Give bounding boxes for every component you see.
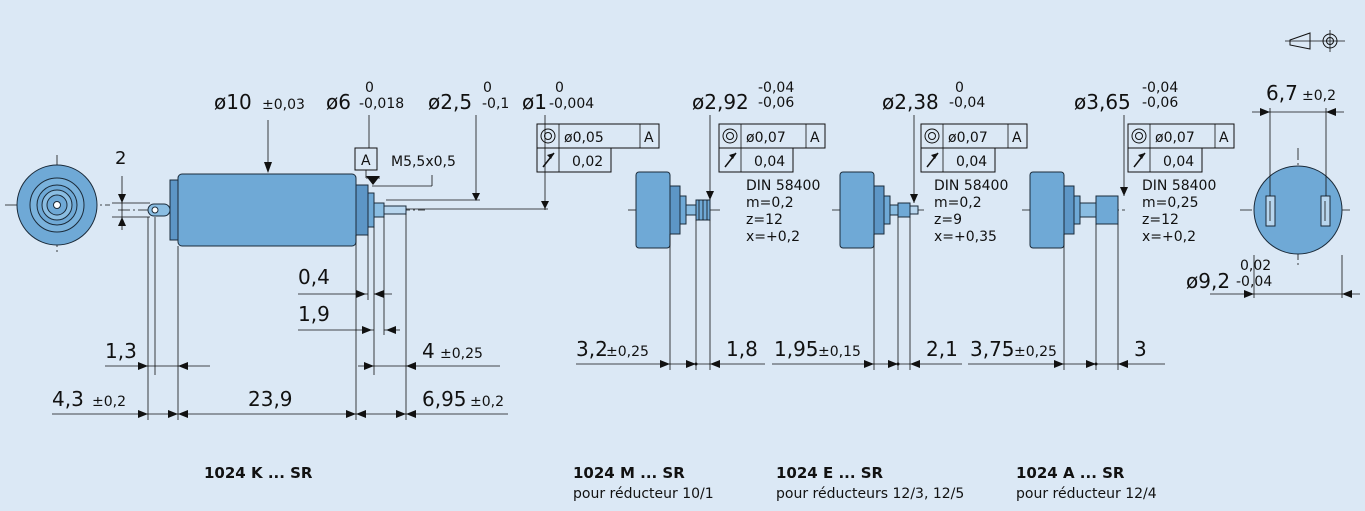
- m-gear-3: x=+0,2: [746, 229, 800, 245]
- motor-a-side-view: [1022, 171, 1125, 249]
- e-dia-lo: -0,04: [949, 95, 985, 111]
- fcf-motor-k: [536, 123, 660, 173]
- dim-2-label: 2: [115, 148, 126, 169]
- fcf-a-val: ø0,07: [1155, 130, 1195, 146]
- m-dia-up: -0,04: [758, 80, 794, 96]
- dim-13-label: 1,3: [105, 339, 137, 363]
- fcf-e-val: ø0,07: [948, 130, 988, 146]
- a-gear-3: x=+0,2: [1142, 229, 1196, 245]
- dim-239-label: 23,9: [248, 387, 293, 411]
- dim-695-label: 6,95: [422, 387, 467, 411]
- dim-43-label: 4,3: [52, 387, 84, 411]
- e-gear-1: m=0,2: [934, 195, 982, 211]
- e-dim-a-tol: ±0,15: [818, 344, 861, 360]
- rear-dia-lo: -0,04: [1236, 274, 1272, 290]
- dim-d6-up: 0: [365, 80, 374, 96]
- e-gear-2: z=9: [934, 212, 962, 228]
- rear-dia-label: ø9,2: [1186, 269, 1230, 293]
- a-dia-lo: -0,06: [1142, 95, 1178, 111]
- rear-width-tol: ±0,2: [1302, 88, 1336, 104]
- fcf-m-val2: 0,04: [754, 154, 785, 170]
- dim-04-label: 0,4: [298, 265, 330, 289]
- dim-d10-tol: ±0,03: [262, 97, 305, 113]
- dim-d6-lo: -0,018: [359, 96, 404, 112]
- m-dia-lo: -0,06: [758, 95, 794, 111]
- dim-d10-label: ø10: [214, 90, 252, 114]
- front-end-view: [5, 155, 110, 255]
- datum-a-label: A: [361, 153, 371, 169]
- motor-m-model: 1024 M ... SR: [573, 464, 685, 482]
- fcf-motor-a: [1127, 123, 1235, 173]
- motor-m-side-view: [628, 171, 722, 249]
- dim-d6-label: ø6: [326, 90, 351, 114]
- dim-4-label: 4: [422, 339, 435, 363]
- fcf-m-val: ø0,07: [746, 130, 786, 146]
- dim-d25-lo: -0,1: [482, 96, 509, 112]
- a-dia-up: -0,04: [1142, 80, 1178, 96]
- a-gear-0: DIN 58400: [1142, 178, 1216, 194]
- motor-m-subtitle: pour réducteur 10/1: [573, 486, 714, 502]
- a-dim-a-tol: ±0,25: [1014, 344, 1057, 360]
- dim-695-tol: ±0,2: [470, 394, 504, 410]
- fcf-m-ref: A: [810, 130, 820, 146]
- fcf-a-val2: 0,04: [1163, 154, 1194, 170]
- e-dia-up: 0: [955, 80, 964, 96]
- fcf-e-ref: A: [1012, 130, 1022, 146]
- dim-43-tol: ±0,2: [92, 394, 126, 410]
- fcf-e-val2: 0,04: [956, 154, 987, 170]
- svg-text:ø10: ø10: [214, 90, 252, 114]
- e-gear-0: DIN 58400: [934, 178, 1008, 194]
- motor-k-model: 1024 K ... SR: [204, 464, 313, 482]
- e-gear-3: x=+0,35: [934, 229, 997, 245]
- a-dim-a: 3,75: [970, 337, 1015, 361]
- m-dim-b: 1,8: [726, 337, 758, 361]
- dim-d25-label: ø2,5: [428, 90, 472, 114]
- dim-19-label: 1,9: [298, 302, 330, 326]
- m-gear-2: z=12: [746, 212, 783, 228]
- a-gear-1: m=0,25: [1142, 195, 1199, 211]
- e-dim-a: 1,95: [774, 337, 819, 361]
- m-gear-0: DIN 58400: [746, 178, 820, 194]
- m-dim-a: 3,2: [576, 337, 608, 361]
- dim-d1-label: ø1: [522, 90, 547, 114]
- a-gear-2: z=12: [1142, 212, 1179, 228]
- a-dim-b: 3: [1134, 337, 1147, 361]
- motor-a-model: 1024 A ... SR: [1016, 464, 1125, 482]
- dim-4-tol: ±0,25: [440, 346, 483, 362]
- dim-d1-lo: -0,004: [549, 96, 594, 112]
- motor-e-model: 1024 E ... SR: [776, 464, 884, 482]
- fcf-k-ref: A: [644, 130, 654, 146]
- dim-d25-up: 0: [483, 80, 492, 96]
- fcf-k-val: ø0,05: [564, 130, 604, 146]
- dim-d1-up: 0: [555, 80, 564, 96]
- dim-d10: [264, 120, 272, 173]
- datum-a-marker: [354, 147, 433, 187]
- a-dia-label: ø3,65: [1074, 90, 1131, 114]
- projection-symbol-icon: [1285, 30, 1345, 52]
- e-dim-b: 2,1: [926, 337, 958, 361]
- motor-k-side-view: [118, 173, 425, 247]
- fcf-k-val2: 0,02: [572, 154, 603, 170]
- m-gear-1: m=0,2: [746, 195, 794, 211]
- fcf-motor-m: [718, 123, 826, 173]
- thread-label: M5,5x0,5: [391, 154, 456, 170]
- e-dia-label: ø2,38: [882, 90, 939, 114]
- motor-e-subtitle: pour réducteurs 12/3, 12/5: [776, 486, 965, 502]
- rear-width-label: 6,7: [1266, 81, 1298, 105]
- m-dim-a-tol: ±0,25: [606, 344, 649, 360]
- m-dia-label: ø2,92: [692, 90, 749, 114]
- motor-e-side-view: [832, 171, 924, 249]
- motor-a-subtitle: pour réducteur 12/4: [1016, 486, 1157, 502]
- fcf-a-ref: A: [1219, 130, 1229, 146]
- rear-dia-up: 0,02: [1240, 258, 1271, 274]
- fcf-motor-e: [920, 123, 1028, 173]
- dim-2: [112, 176, 150, 230]
- rear-end-view: [1240, 148, 1350, 268]
